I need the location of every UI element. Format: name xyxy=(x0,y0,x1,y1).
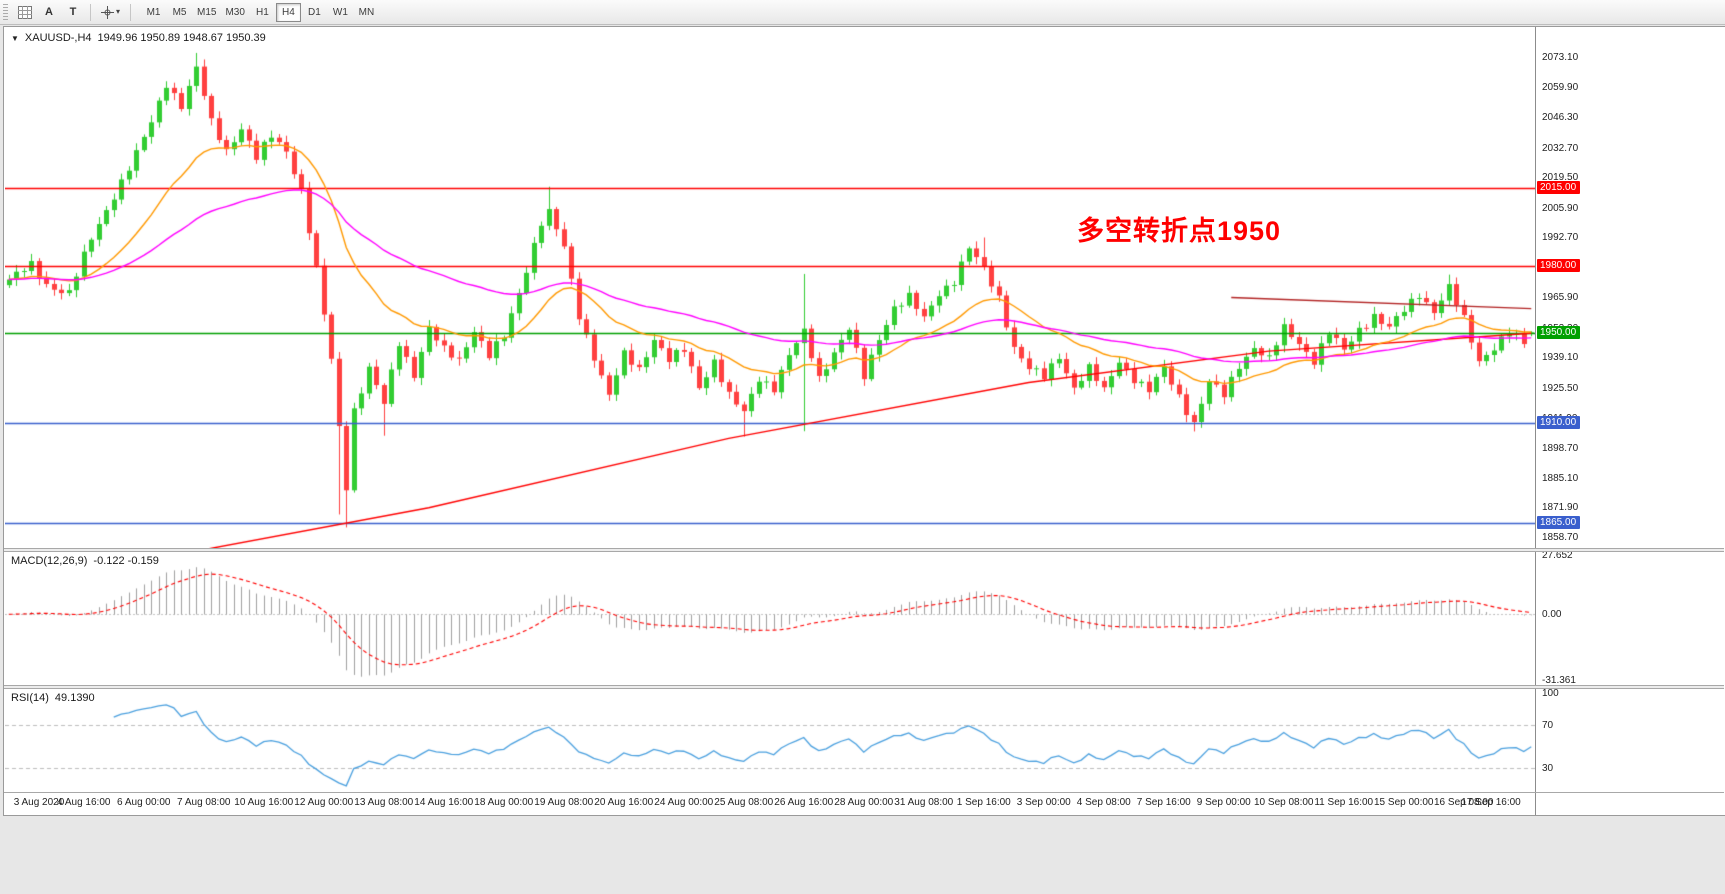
macd-label: MACD(12,26,9) xyxy=(11,555,88,567)
price-axis-tick: 1992.70 xyxy=(1542,232,1579,244)
time-axis-label: 18 Aug 00:00 xyxy=(474,797,534,808)
symbol-info-line: ▼ XAUUSD-,H4 1949.96 1950.89 1948.67 195… xyxy=(11,32,266,44)
time-axis-label: 26 Aug 16:00 xyxy=(774,797,834,808)
timeframe-button-h4[interactable]: H4 xyxy=(275,2,301,22)
toolbar: A T ▾ M1 M5 M15 M30 H1 H4 D1 W1 MN xyxy=(0,0,1725,25)
chart-annotation-text: 多空转折点1950 xyxy=(1077,216,1282,246)
timeframe-button-m5[interactable]: M5 xyxy=(167,3,192,22)
time-axis-label: 20 Aug 16:00 xyxy=(594,797,654,808)
price-axis-tick: 1965.90 xyxy=(1542,292,1579,304)
price-axis-tick: 1885.10 xyxy=(1542,472,1579,484)
time-axis-label: 14 Aug 16:00 xyxy=(414,797,474,808)
timeframe-button-m15[interactable]: M15 xyxy=(193,3,220,22)
time-axis-label: 31 Aug 08:00 xyxy=(894,797,954,808)
rsi-value: 49.1390 xyxy=(54,692,95,704)
price-axis-tick: 2019.50 xyxy=(1542,172,1579,184)
macd-panel: MACD(12,26,9) -0.122 -0.159 xyxy=(5,552,1535,685)
crosshair-icon xyxy=(101,5,114,19)
time-axis-label: 7 Sep 16:00 xyxy=(1136,797,1191,808)
time-axis-label: 24 Aug 00:00 xyxy=(654,797,714,808)
price-axis-tick: 2046.30 xyxy=(1542,112,1579,124)
symbol-period-label: XAUUSD-,H4 xyxy=(24,32,92,44)
time-axis-label: 25 Aug 08:00 xyxy=(714,797,774,808)
price-level-tag: 1980.00 xyxy=(1537,259,1581,273)
macd-values: -0.122 -0.159 xyxy=(93,555,159,567)
macd-canvas[interactable] xyxy=(5,552,1535,685)
price-panel: ▼ XAUUSD-,H4 1949.96 1950.89 1948.67 195… xyxy=(5,29,1535,548)
time-axis-label: 15 Sep 00:00 xyxy=(1374,797,1434,808)
price-axis-tick: 1858.70 xyxy=(1542,531,1579,543)
price-axis-tick: 1939.10 xyxy=(1542,352,1579,364)
rsi-axis-tick: 70 xyxy=(1542,719,1554,731)
ohlc-collapse-icon[interactable]: ▼ xyxy=(11,33,19,43)
price-axis-tick: 1871.90 xyxy=(1542,502,1579,514)
rsi-axis-tick: 30 xyxy=(1542,762,1554,774)
macd-info-line: MACD(12,26,9) -0.122 -0.159 xyxy=(11,555,159,567)
panel-resize-separator[interactable] xyxy=(4,685,1724,689)
time-axis[interactable]: 3 Aug 2020 4 Aug 16:00 6 Aug 00:00 7 Aug 08… xyxy=(5,793,1535,814)
price-chart-canvas[interactable] xyxy=(5,29,1535,548)
rsi-panel: RSI(14) 49.1390 xyxy=(5,689,1535,792)
macd-axis-tick: 27.652 xyxy=(1542,550,1573,562)
price-axis-tick: 1898.70 xyxy=(1542,442,1579,454)
macd-axis-tick: -31.361 xyxy=(1542,674,1576,686)
timeframe-button-m30[interactable]: M30 xyxy=(221,3,248,22)
time-axis-label: 19 Aug 08:00 xyxy=(534,797,594,808)
timeframe-button-mn[interactable]: MN xyxy=(354,3,379,22)
rsi-label: RSI(14) xyxy=(11,692,49,704)
rsi-axis-tick: 100 xyxy=(1542,687,1559,699)
timeframe-button-m1[interactable]: M1 xyxy=(141,3,166,22)
time-axis-label: 4 Sep 08:00 xyxy=(1076,797,1131,808)
time-axis-label: 12 Aug 00:00 xyxy=(294,797,354,808)
time-axis-label: 7 Aug 08:00 xyxy=(177,797,231,808)
price-level-tag: 2015.00 xyxy=(1537,180,1581,194)
price-axis-tick: 2073.10 xyxy=(1542,52,1579,64)
price-level-tag: 1950.00 xyxy=(1537,326,1581,340)
time-axis-label: 13 Aug 08:00 xyxy=(354,797,414,808)
toolbar-grip-handle[interactable] xyxy=(3,3,8,21)
grid-icon xyxy=(18,5,32,19)
tick-grid-button[interactable] xyxy=(14,2,36,22)
dropdown-caret-icon: ▾ xyxy=(116,7,121,16)
time-axis-label: 4 Aug 16:00 xyxy=(57,797,111,808)
time-axis-label: 16 Sep 08:00 xyxy=(1434,797,1494,808)
text-tool-button[interactable]: T xyxy=(62,2,84,22)
toolbar-separator xyxy=(130,3,132,21)
time-axis-label: 28 Aug 00:00 xyxy=(834,797,894,808)
time-axis-label: 9 Sep 00:00 xyxy=(1196,797,1251,808)
arrow-label-tool-button[interactable]: A xyxy=(38,2,60,22)
time-axis-separator xyxy=(4,792,1724,793)
panel-resize-separator[interactable] xyxy=(4,548,1724,552)
price-axis-tick: 2059.90 xyxy=(1542,81,1579,93)
price-level-tag: 1865.00 xyxy=(1537,516,1581,530)
price-level-tag: 1910.00 xyxy=(1537,415,1581,429)
time-axis-label: 11 Sep 16:00 xyxy=(1314,797,1374,808)
time-axis-label: 1 Sep 16:00 xyxy=(956,797,1011,808)
rsi-info-line: RSI(14) 49.1390 xyxy=(11,692,95,704)
macd-axis-tick: 0.00 xyxy=(1542,608,1562,620)
time-axis-label: 3 Sep 00:00 xyxy=(1016,797,1071,808)
price-axis-tick: 1925.50 xyxy=(1542,382,1579,394)
time-axis-label: 10 Sep 08:00 xyxy=(1254,797,1314,808)
price-axis-tick: 2032.70 xyxy=(1542,142,1579,154)
time-axis-label: 10 Aug 16:00 xyxy=(234,797,294,808)
time-axis-label: 3 Aug 2020 xyxy=(13,797,65,808)
timeframe-button-h1[interactable]: H1 xyxy=(250,3,275,22)
toolbar-separator xyxy=(90,3,91,21)
timeframe-button-w1[interactable]: W1 xyxy=(328,3,353,22)
time-axis-label: 6 Aug 00:00 xyxy=(117,797,171,808)
ohlc-values: 1949.96 1950.89 1948.67 1950.39 xyxy=(97,32,266,44)
price-axis-column[interactable]: 2073.10 2059.90 2046.30 2032.70 2019.50 2005.… xyxy=(1535,27,1725,815)
rsi-canvas[interactable] xyxy=(5,689,1535,792)
timeframe-bar: M1 M5 M15 M30 H1 H4 D1 W1 MN xyxy=(141,2,379,22)
crosshair-tool-button[interactable]: ▾ xyxy=(97,2,124,22)
chart-frame: ▼ XAUUSD-,H4 1949.96 1950.89 1948.67 195… xyxy=(3,26,1725,816)
price-axis-tick: 2005.90 xyxy=(1542,202,1579,214)
time-axis-label: 17 Sep 16:00 xyxy=(1461,797,1521,808)
timeframe-button-d1[interactable]: D1 xyxy=(302,3,327,22)
